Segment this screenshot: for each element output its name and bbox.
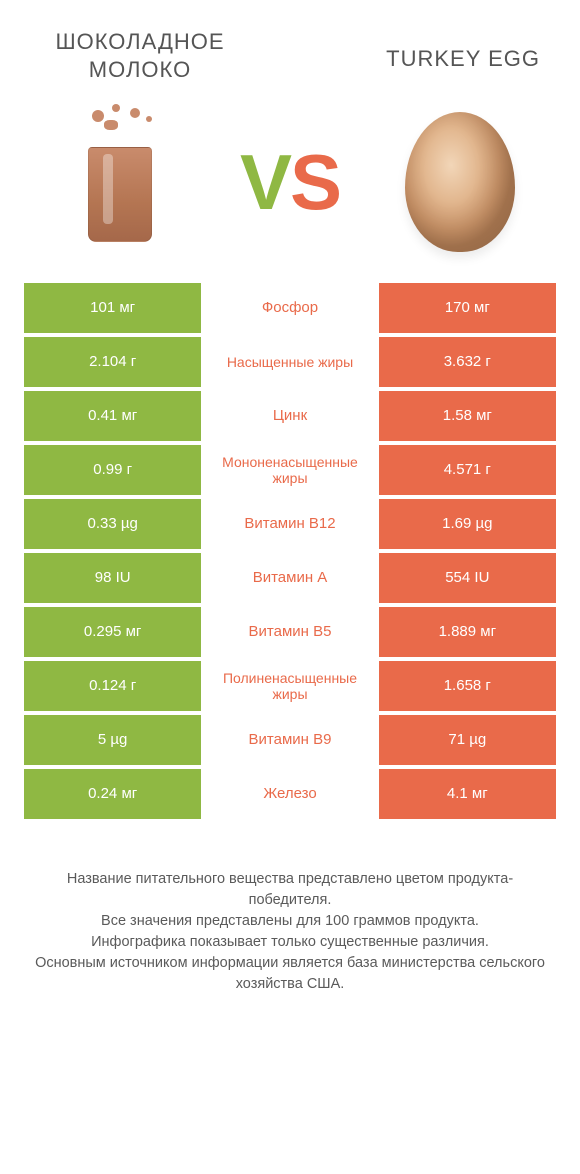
- left-value: 0.124 г: [24, 661, 201, 711]
- right-value: 1.58 мг: [379, 391, 556, 441]
- nutrient-label: Цинк: [201, 391, 378, 441]
- left-value: 98 IU: [24, 553, 201, 603]
- left-value: 0.24 мг: [24, 769, 201, 819]
- right-value: 3.632 г: [379, 337, 556, 387]
- left-value: 0.33 µg: [24, 499, 201, 549]
- product-right-title: TURKEY EGG: [340, 28, 540, 72]
- comparison-table: 101 мг Фосфор 170 мг 2.104 г Насыщенные …: [0, 283, 580, 819]
- nutrient-label: Полиненасыщенные жиры: [201, 661, 378, 711]
- table-row: 101 мг Фосфор 170 мг: [24, 283, 556, 333]
- footer-line: Название питательного вещества представл…: [30, 869, 550, 911]
- hero-row: VS: [0, 93, 580, 283]
- vs-s: S: [290, 138, 340, 226]
- right-value: 1.658 г: [379, 661, 556, 711]
- nutrient-label: Витамин A: [201, 553, 378, 603]
- right-value: 170 мг: [379, 283, 556, 333]
- nutrient-label: Железо: [201, 769, 378, 819]
- table-row: 0.41 мг Цинк 1.58 мг: [24, 391, 556, 441]
- right-value: 554 IU: [379, 553, 556, 603]
- footer-line: Основным источником информации является …: [30, 953, 550, 995]
- title-left-line1: ШОКОЛАДНОЕ: [40, 28, 240, 56]
- header: ШОКОЛАДНОЕ МОЛОКО TURKEY EGG: [0, 0, 580, 93]
- left-value: 2.104 г: [24, 337, 201, 387]
- table-row: 0.99 г Мононенасыщенные жиры 4.571 г: [24, 445, 556, 495]
- vs-label: VS: [240, 143, 340, 221]
- right-value: 4.571 г: [379, 445, 556, 495]
- table-row: 5 µg Витамин B9 71 µg: [24, 715, 556, 765]
- nutrient-label: Насыщенные жиры: [201, 337, 378, 387]
- right-value: 4.1 мг: [379, 769, 556, 819]
- left-value: 0.99 г: [24, 445, 201, 495]
- table-row: 0.124 г Полиненасыщенные жиры 1.658 г: [24, 661, 556, 711]
- left-value: 5 µg: [24, 715, 201, 765]
- table-row: 2.104 г Насыщенные жиры 3.632 г: [24, 337, 556, 387]
- vs-v: V: [240, 138, 290, 226]
- footer-line: Инфографика показывает только существенн…: [30, 932, 550, 953]
- table-row: 0.295 мг Витамин B5 1.889 мг: [24, 607, 556, 657]
- product-left-title: ШОКОЛАДНОЕ МОЛОКО: [40, 28, 240, 83]
- nutrient-label: Витамин B12: [201, 499, 378, 549]
- nutrient-label: Мононенасыщенные жиры: [201, 445, 378, 495]
- table-row: 0.33 µg Витамин B12 1.69 µg: [24, 499, 556, 549]
- right-value: 1.69 µg: [379, 499, 556, 549]
- table-row: 98 IU Витамин A 554 IU: [24, 553, 556, 603]
- chocolate-milk-image: [50, 102, 190, 262]
- left-value: 101 мг: [24, 283, 201, 333]
- left-value: 0.295 мг: [24, 607, 201, 657]
- turkey-egg-image: [390, 102, 530, 262]
- title-left-line2: МОЛОКО: [40, 56, 240, 84]
- table-row: 0.24 мг Железо 4.1 мг: [24, 769, 556, 819]
- left-value: 0.41 мг: [24, 391, 201, 441]
- nutrient-label: Витамин B9: [201, 715, 378, 765]
- nutrient-label: Витамин B5: [201, 607, 378, 657]
- nutrient-label: Фосфор: [201, 283, 378, 333]
- footer-notes: Название питательного вещества представл…: [0, 819, 580, 995]
- right-value: 1.889 мг: [379, 607, 556, 657]
- right-value: 71 µg: [379, 715, 556, 765]
- footer-line: Все значения представлены для 100 граммо…: [30, 911, 550, 932]
